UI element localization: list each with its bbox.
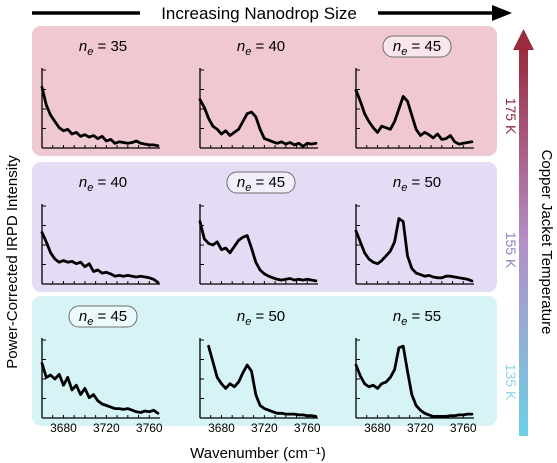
spectrum-trace	[354, 344, 474, 418]
spectrum-trace	[198, 98, 318, 148]
x-tick-label: 3720	[93, 421, 120, 435]
size-arrow-head	[492, 5, 512, 21]
temperature-label: 155 K	[503, 232, 519, 269]
panel: ne = 40	[40, 174, 160, 285]
row-background	[32, 296, 497, 426]
temperature-labels: 175 K 155 K 135 K	[503, 98, 519, 401]
x-tick-label: 3680	[50, 421, 77, 435]
size-arrow-label: Increasing Nanodrop Size	[161, 4, 357, 23]
temperature-label: 175 K	[503, 98, 519, 135]
panels: ne = 35 ne = 40 ne = 45 ne = 40 ne = 45 ne = …	[40, 35, 477, 435]
temperature-arrow-shaft	[519, 48, 528, 436]
x-axis-label: Wavenumber (cm⁻¹)	[190, 445, 326, 462]
cluster-size-label: ne = 45	[237, 174, 285, 194]
cluster-size-label: ne = 35	[79, 38, 127, 58]
x-tick-label: 3720	[251, 421, 278, 435]
y-axis-label: Power-Corrected IRPD Intensity	[4, 155, 21, 369]
highlight-pill	[68, 305, 138, 328]
x-tick-label: 3680	[364, 421, 391, 435]
temperature-arrow	[513, 29, 534, 436]
spectrum-trace	[40, 85, 160, 148]
spectrum-trace	[40, 361, 160, 415]
panel: 3680 3720 3760 ne = 45	[40, 305, 163, 435]
panel: ne = 45	[198, 171, 318, 285]
x-tick-label: 3760	[294, 421, 321, 435]
spectrum-trace	[198, 220, 318, 283]
cluster-size-label: ne = 50	[393, 174, 441, 194]
cluster-size-label: ne = 50	[237, 308, 285, 328]
x-tick-label: 3680	[208, 421, 235, 435]
panel: ne = 45	[354, 35, 474, 149]
panel: 3680 3720 3760 ne = 55	[354, 308, 477, 435]
spectrum-trace	[207, 344, 318, 418]
x-tick-label: 3760	[450, 421, 477, 435]
panel: ne = 40	[198, 38, 318, 149]
x-tick-label: 3720	[407, 421, 434, 435]
spectrum-trace	[354, 217, 474, 283]
cluster-size-label: ne = 40	[79, 174, 127, 194]
highlight-pill	[226, 171, 296, 194]
panel: ne = 50	[354, 174, 474, 285]
row-backgrounds	[32, 26, 497, 426]
row-background	[32, 26, 497, 156]
x-tick-label: 3760	[136, 421, 163, 435]
cluster-size-label: ne = 45	[393, 38, 441, 58]
row-background	[32, 162, 497, 292]
size-arrow: Increasing Nanodrop Size	[32, 4, 512, 23]
cluster-size-label: ne = 40	[237, 38, 285, 58]
spectrum-trace	[354, 88, 474, 146]
spectrum-trace	[40, 231, 160, 284]
temperature-arrow-head	[513, 29, 534, 50]
temperature-label: 135 K	[503, 364, 519, 401]
highlight-pill	[382, 35, 452, 58]
cluster-size-label: ne = 45	[79, 308, 127, 328]
panel: ne = 35	[40, 38, 160, 149]
temperature-axis-label: Copper Jacket Temperature	[538, 150, 555, 335]
cluster-size-label: ne = 55	[393, 308, 441, 328]
panel: 3680 3720 3760 ne = 50	[199, 308, 321, 435]
